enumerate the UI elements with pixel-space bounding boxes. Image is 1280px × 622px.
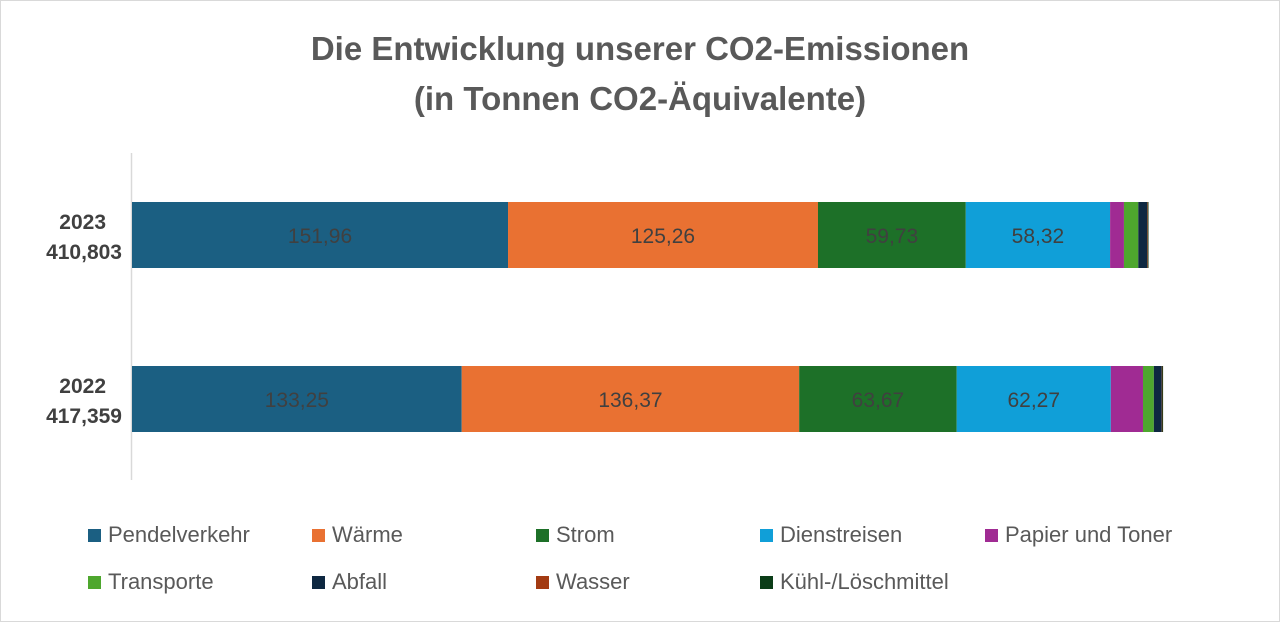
bar-strom-2022 — [799, 366, 957, 432]
legend-swatch — [760, 528, 773, 542]
bar-transporte-2023 — [1123, 202, 1139, 268]
data-label: 136,37 — [598, 389, 662, 412]
bar-kühl-löschmittel-2022 — [1162, 366, 1164, 432]
bar-papier-und-toner-2023 — [1110, 202, 1124, 268]
data-label: 63,67 — [852, 389, 905, 412]
bar-pendelverkehr-2022 — [132, 366, 462, 432]
chart-title: Die Entwicklung unserer CO2-Emissionen (… — [0, 24, 1280, 124]
legend-swatch — [312, 575, 325, 589]
category-label-year: 2023 — [59, 211, 106, 234]
legend-label: Kühl-/Löschmittel — [780, 569, 949, 594]
bar-kühl-löschmittel-2023 — [1147, 202, 1149, 268]
legend-item: Papier und Toner — [985, 520, 1172, 550]
bar-abfall-2022 — [1153, 366, 1162, 432]
data-label: 133,25 — [265, 389, 329, 412]
chart-title-line-2: (in Tonnen CO2-Äquivalente) — [413, 80, 867, 117]
legend-item: Abfall — [312, 567, 387, 597]
legend-swatch — [88, 575, 101, 589]
legend-swatch — [312, 528, 325, 542]
data-label: 58,32 — [1012, 225, 1065, 248]
legend-label: Dienstreisen — [780, 522, 903, 547]
category-label-year: 2022 — [59, 375, 106, 398]
legend-label: Papier und Toner — [1005, 522, 1173, 547]
legend-label: Wasser — [556, 569, 630, 594]
bar-abfall-2023 — [1138, 202, 1148, 268]
legend-swatch — [985, 528, 998, 542]
legend-item: Wärme — [312, 520, 403, 550]
legend-item: Wasser — [536, 567, 630, 597]
legend-label: Abfall — [332, 569, 388, 594]
legend-swatch — [536, 575, 549, 589]
legend-item: Strom — [536, 520, 615, 550]
chart-legend: Pendelverkehr Wärme Strom Dienstreisen Papie… — [88, 520, 1268, 604]
bar-wärme-2022 — [461, 366, 800, 432]
legend-label: Transporte — [108, 569, 214, 594]
legend-item: Kühl-/Löschmittel — [760, 567, 949, 597]
legend-swatch — [536, 528, 549, 542]
bar-strom-2023 — [817, 202, 966, 268]
bar-dienstreisen-2022 — [956, 366, 1111, 432]
bar-wärme-2023 — [508, 202, 818, 268]
legend-swatch — [88, 528, 101, 542]
bar-papier-und-toner-2022 — [1110, 366, 1143, 432]
data-label: 151,96 — [288, 225, 352, 248]
legend-swatch — [760, 575, 773, 589]
legend-label: Pendelverkehr — [108, 522, 250, 547]
legend-item: Pendelverkehr — [88, 520, 250, 550]
bar-wasser-2023 — [1147, 202, 1149, 268]
data-label: 125,26 — [631, 225, 695, 248]
legend-item: Dienstreisen — [760, 520, 902, 550]
category-label-total: 417,359 — [46, 405, 122, 428]
bar-dienstreisen-2023 — [965, 202, 1111, 268]
data-label: 62,27 — [1007, 389, 1060, 412]
category-label-total: 410,803 — [46, 241, 122, 264]
data-label: 59,73 — [866, 225, 919, 248]
bar-transporte-2022 — [1142, 366, 1154, 432]
chart-title-line-1: Die Entwicklung unserer CO2-Emissionen — [310, 30, 970, 67]
bar-wasser-2022 — [1161, 366, 1163, 432]
bar-pendelverkehr-2023 — [132, 202, 509, 268]
legend-label: Strom — [556, 522, 615, 547]
legend-item: Transporte — [88, 567, 214, 597]
legend-label: Wärme — [332, 522, 403, 547]
